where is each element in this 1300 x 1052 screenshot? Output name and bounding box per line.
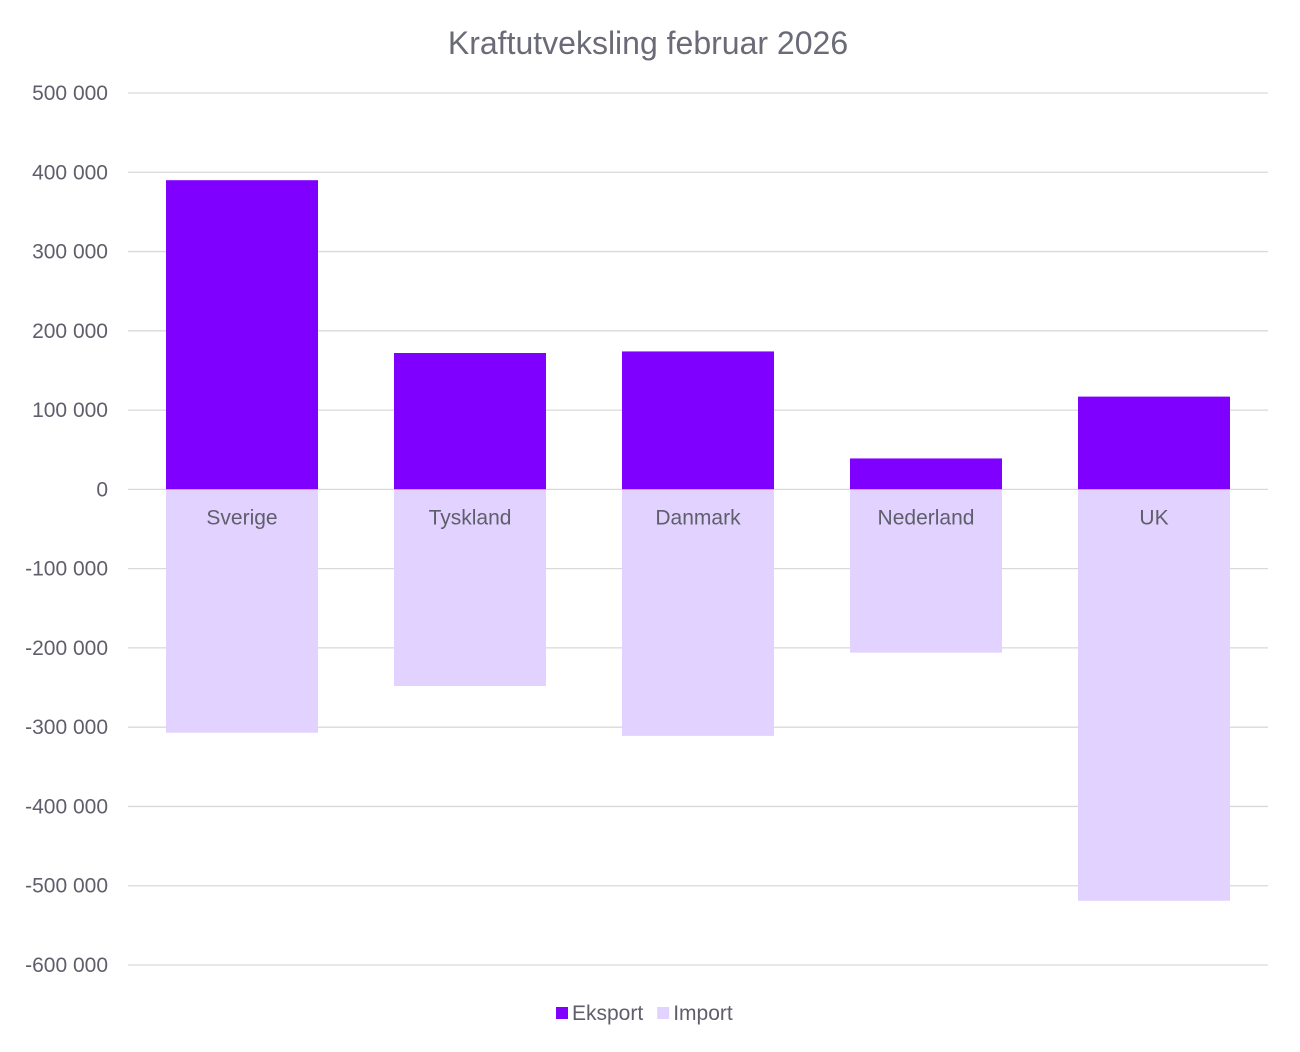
y-tick-label: 200 000 [32, 320, 108, 343]
category-label: Tyskland [429, 506, 512, 529]
y-tick-label: 500 000 [32, 82, 108, 105]
bar-import-danmark [622, 489, 774, 736]
bar-eksport-sverige [166, 180, 318, 490]
bar-eksport-uk [1078, 396, 1230, 490]
y-tick-label: -100 000 [25, 558, 108, 581]
category-label: UK [1139, 506, 1168, 529]
bar-import-uk [1078, 489, 1230, 901]
legend-label: Import [673, 1002, 733, 1025]
y-tick-label: 100 000 [32, 399, 108, 422]
y-tick-label: -300 000 [25, 716, 108, 739]
y-tick-label: 300 000 [32, 241, 108, 264]
legend: Eksport Import [556, 1002, 733, 1025]
category-label: Nederland [878, 506, 975, 529]
category-labels: Sverige Tyskland Danmark Nederland UK [206, 506, 1168, 529]
y-tick-label: 400 000 [32, 161, 108, 184]
legend-label: Eksport [572, 1002, 643, 1025]
bar-eksport-nederland [850, 458, 1002, 490]
chart-title: Kraftutveksling februar 2026 [448, 25, 848, 61]
bars [166, 180, 1230, 901]
y-tick-label: -200 000 [25, 637, 108, 660]
y-tick-label: -400 000 [25, 795, 108, 818]
legend-item-eksport: Eksport [556, 1002, 643, 1025]
bar-import-sverige [166, 489, 318, 733]
y-axis-ticks: 500 000 400 000 300 000 200 000 100 000 0 -100… [25, 82, 108, 977]
bar-eksport-tyskland [394, 353, 546, 490]
category-label: Sverige [206, 506, 277, 529]
legend-swatch [657, 1007, 670, 1019]
category-label: Danmark [655, 506, 741, 529]
legend-item-import: Import [657, 1002, 733, 1025]
y-tick-label: -600 000 [25, 954, 108, 977]
y-tick-label: -500 000 [25, 875, 108, 898]
bar-eksport-danmark [622, 351, 774, 490]
y-tick-label: 0 [96, 478, 108, 501]
bar-import-nederland [850, 489, 1002, 653]
legend-swatch [556, 1007, 568, 1019]
bar-import-tyskland [394, 489, 546, 686]
